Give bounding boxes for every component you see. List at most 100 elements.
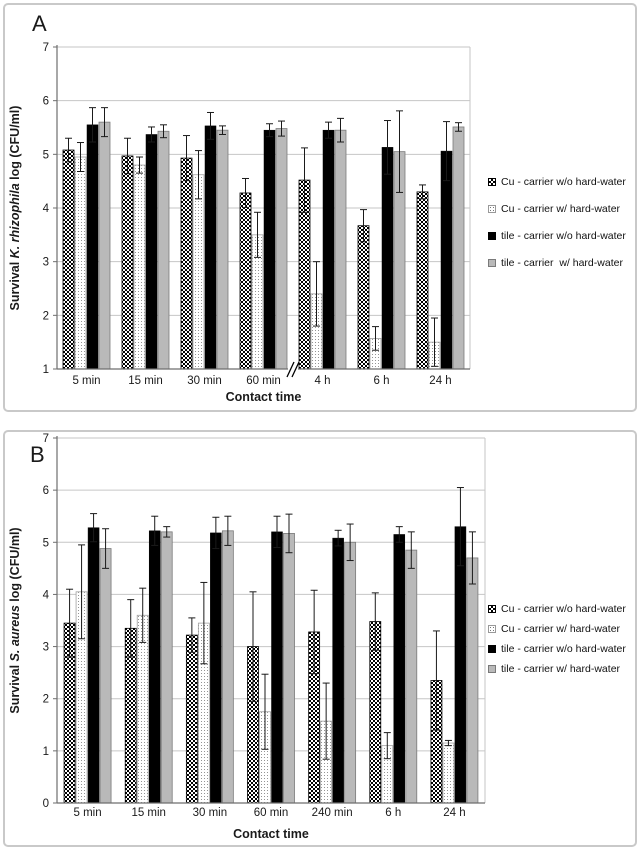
checker-swatch-icon: [488, 605, 496, 613]
bar: [145, 134, 158, 370]
error-bar: [124, 137, 131, 175]
error-bar: [101, 107, 108, 138]
legend-item: tile - carrier w/ hard-water: [488, 659, 636, 679]
bar: [192, 174, 205, 370]
axis-break-icon: [291, 361, 300, 378]
legend-b: Cu - carrier w/o hard-water Cu - carrier …: [488, 599, 636, 679]
bar: [136, 614, 149, 804]
error-bar: [468, 531, 476, 585]
error-bar: [383, 732, 391, 760]
x-category-label: 15 min: [128, 375, 163, 387]
error-bar: [444, 739, 452, 747]
x-axis-title: Contact time: [233, 827, 309, 841]
bar: [405, 549, 418, 804]
error-bar: [266, 123, 273, 138]
bar: [275, 128, 288, 370]
dotted-swatch-icon: [488, 204, 496, 213]
bar: [121, 155, 134, 370]
error-bar: [360, 209, 367, 243]
error-bar: [242, 177, 249, 208]
error-bar: [432, 630, 440, 731]
error-bar: [195, 150, 202, 200]
error-bar: [371, 592, 379, 651]
error-bar: [419, 184, 426, 200]
error-bar: [334, 529, 342, 547]
error-bar: [261, 673, 269, 750]
bar: [440, 150, 453, 370]
gray-swatch-icon: [488, 665, 496, 673]
legend-label: Cu - carrier w/o hard-water: [501, 603, 626, 615]
bar: [442, 742, 455, 804]
x-category-label: 6 h: [385, 807, 401, 819]
legend-item: tile - carrier w/ hard-water: [488, 249, 636, 276]
error-bar: [443, 121, 450, 182]
error-bar: [322, 682, 330, 760]
bar: [221, 530, 234, 804]
legend-a: Cu - carrier w/o hard-water Cu - carrier …: [488, 168, 636, 276]
y-tick-label: 5: [43, 537, 49, 549]
error-bar: [151, 515, 159, 546]
bar: [452, 126, 465, 370]
error-bar: [313, 261, 320, 327]
axis-break-icon: [286, 361, 295, 378]
legend-item: Cu - carrier w/ hard-water: [488, 195, 636, 222]
error-bar: [207, 111, 214, 140]
bar: [160, 531, 173, 804]
bar: [133, 164, 146, 370]
y-axis-title: Survival K. rhizophila log (CFU/ml): [8, 106, 22, 311]
error-bar: [278, 120, 285, 137]
legend-label: Cu - carrier w/ hard-water: [501, 202, 621, 215]
error-bar: [66, 588, 74, 658]
gray-swatch-icon: [488, 258, 496, 267]
checker-swatch-icon: [488, 177, 496, 186]
error-bar: [188, 617, 196, 653]
error-bar: [395, 526, 403, 543]
x-category-label: 6 h: [374, 375, 390, 387]
x-category-label: 4 h: [315, 375, 331, 387]
x-category-label: 30 min: [187, 375, 222, 387]
panel-a: A 1 2 3 4 5 6 7 5 min 15 min 30 min 60 min 4 h 6 h 24…: [3, 3, 637, 412]
error-bar: [455, 122, 462, 132]
bar: [263, 129, 276, 370]
error-bar: [89, 107, 96, 143]
panel-b: B 0 1 2 3 4 5 6 7 5 min 15 min 30 min 60 min 240 min…: [3, 430, 637, 847]
error-bar: [78, 544, 86, 640]
bar: [185, 634, 198, 804]
dotted-swatch-icon: [488, 625, 496, 633]
bar: [466, 557, 479, 804]
error-bar: [212, 516, 220, 550]
bar: [62, 149, 75, 370]
error-bar: [346, 523, 354, 562]
legend-item: tile - carrier w/o hard-water: [488, 639, 636, 659]
bar: [98, 121, 111, 370]
legend-item: tile - carrier w/o hard-water: [488, 222, 636, 249]
bar: [381, 147, 394, 370]
error-bar: [224, 515, 232, 546]
y-tick-label: 1: [43, 746, 49, 758]
bar: [204, 125, 217, 370]
bar: [86, 124, 99, 370]
black-swatch-icon: [488, 645, 496, 653]
legend-label: Cu - carrier w/o hard-water: [501, 175, 626, 188]
y-tick-label: 7: [43, 42, 49, 54]
x-category-label: 60 min: [246, 375, 281, 387]
y-tick-label: 2: [43, 310, 49, 322]
legend-item: Cu - carrier w/ hard-water: [488, 619, 636, 639]
error-bar: [310, 589, 318, 675]
x-category-label: 5 min: [74, 807, 102, 819]
bar: [322, 129, 335, 370]
error-bar: [200, 581, 208, 665]
y-axis-title: Survival S. aureus log (CFU/ml): [8, 527, 22, 713]
bar: [332, 537, 344, 804]
y-tick-label: 3: [43, 257, 49, 269]
y-tick-label: 5: [43, 149, 49, 161]
bar: [393, 534, 406, 804]
error-bar: [273, 515, 281, 548]
bar: [357, 225, 370, 370]
y-tick-label: 0: [43, 798, 49, 810]
bar: [283, 533, 295, 804]
panel-a-letter: A: [32, 11, 47, 36]
y-tick-label: 4: [43, 589, 50, 601]
error-bar: [407, 531, 415, 569]
